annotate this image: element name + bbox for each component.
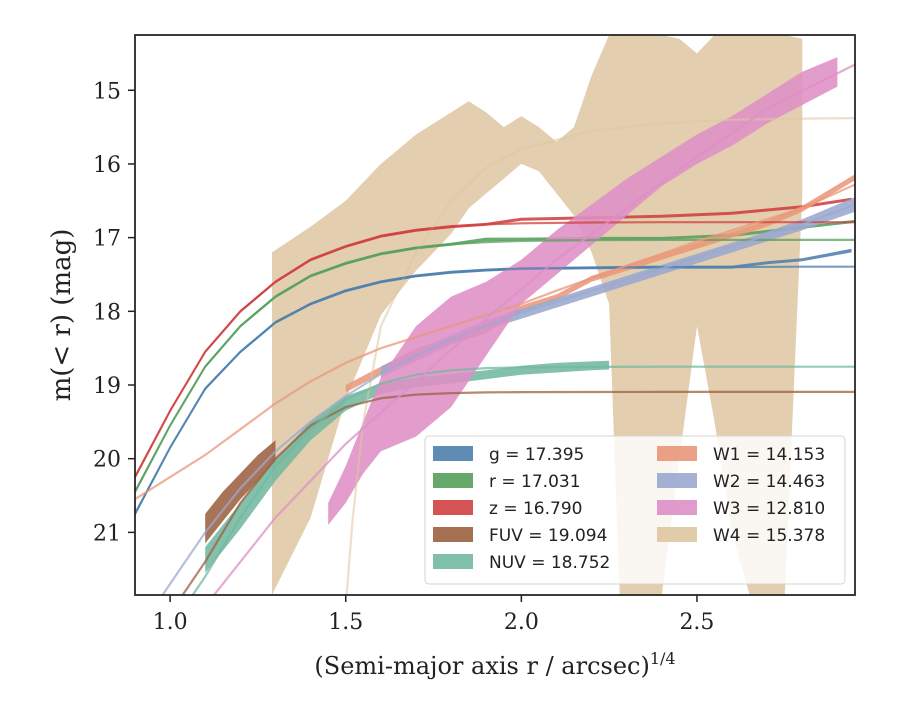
model-line-r (135, 238, 855, 493)
legend-entry-w2: W2 = 14.463 (657, 472, 825, 492)
y-tick-label: 15 (93, 79, 121, 104)
band-nuv (205, 360, 610, 573)
model-line-g (135, 265, 855, 515)
legend-swatch-g (433, 446, 473, 461)
y-tick-label: 21 (93, 521, 121, 546)
legend-label-nuv: NUV = 18.752 (489, 553, 610, 573)
model-line-fuv (181, 390, 855, 595)
legend-swatch-w4 (657, 527, 697, 542)
band-fuv (205, 440, 276, 544)
legend-label-w4: W4 = 15.378 (713, 526, 825, 546)
legend-entry-z: z = 16.790 (433, 499, 582, 519)
y-tick-label: 17 (93, 227, 121, 252)
plot-frame (134, 34, 856, 596)
legend-label-fuv: FUV = 19.094 (489, 526, 607, 546)
lines-layer (135, 63, 855, 595)
y-axis-label: m(< r) (mag) (47, 229, 77, 402)
x-tick-label: 1.5 (328, 610, 363, 635)
legend-swatch-fuv (433, 527, 473, 542)
legend-label-w1: W1 = 14.153 (713, 445, 825, 465)
x-tick-label: 2.0 (504, 610, 539, 635)
legend-label-z: z = 16.790 (489, 499, 582, 519)
legend-label-w3: W3 = 12.810 (713, 499, 825, 519)
model-line-w3 (212, 63, 855, 595)
y-tick-label: 20 (93, 448, 121, 473)
y-tick-label: 19 (93, 374, 121, 399)
y-tick-label: 16 (93, 153, 121, 178)
x-tick-label: 2.5 (679, 610, 714, 635)
legend-swatch-w3 (657, 500, 697, 515)
legend-swatch-w1 (657, 446, 697, 461)
legend-swatch-nuv (433, 554, 473, 569)
legend-entry-r: r = 17.031 (433, 472, 581, 492)
band-w2 (380, 197, 855, 378)
model-line-w1 (135, 183, 855, 501)
legend-entry-nuv: NUV = 18.752 (433, 553, 610, 573)
model-line-w2 (161, 203, 855, 595)
model-line-nuv (191, 365, 855, 595)
legend-box (424, 435, 846, 585)
band-w3 (328, 57, 838, 525)
legend-label-r: r = 17.031 (489, 472, 581, 492)
axes-layer: 1.0 1.5 2.0 2.5 15 16 17 18 19 20 21 (93, 34, 856, 635)
legend-swatch-r (433, 473, 473, 488)
model-line-z (135, 221, 855, 478)
legend-entry-g: g = 17.395 (433, 445, 584, 465)
x-axis-label: (Semi-major axis r / arcsec)1/4 (314, 649, 675, 680)
legend-entry-w4: W4 = 15.378 (657, 526, 825, 546)
legend: g = 17.395 r = 17.031 z = 16.790 FUV = 19.0… (424, 435, 846, 585)
legend-swatch-w2 (657, 473, 697, 488)
legend-label-w2: W2 = 14.463 (713, 472, 825, 492)
legend-entry-fuv: FUV = 19.094 (433, 526, 607, 546)
model-line-w4 (345, 117, 855, 595)
legend-swatch-z (433, 500, 473, 515)
legend-entry-w1: W1 = 14.153 (657, 445, 825, 465)
legend-label-g: g = 17.395 (489, 445, 584, 465)
x-tick-label: 1.0 (153, 610, 188, 635)
legend-entry-w3: W3 = 12.810 (657, 499, 825, 519)
y-tick-label: 18 (93, 300, 121, 325)
